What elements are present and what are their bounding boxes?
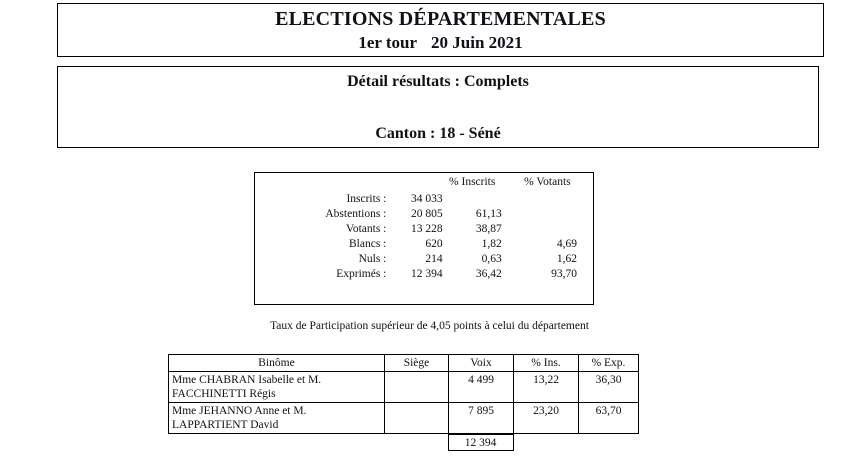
table-row: 12 394: [168, 434, 638, 452]
stat-label: Votants :: [346, 222, 387, 235]
stat-value: 214: [425, 252, 443, 265]
table-row: Votants : 13 228 38,87: [255, 221, 593, 236]
table-row: Nuls : 214 0,63 1,62: [255, 251, 593, 266]
statistics-header-pct-votants: % Votants: [524, 176, 571, 188]
stat-pct-votants: 4,69: [556, 237, 577, 250]
candidate-pct-ins: 13,22: [513, 370, 579, 404]
stat-pct-votants: 93,70: [551, 267, 577, 280]
election-round: 1er tour: [358, 33, 418, 52]
candidate-binome: Mme CHABRAN Isabelle et M. FACCHINETTI R…: [168, 370, 385, 404]
candidate-pct-ins: 23,20: [513, 402, 579, 435]
stat-pct-inscrits: [443, 191, 518, 206]
statistics-table: % Inscrits % Votants Inscrits : 34 033 A…: [255, 176, 593, 281]
election-date: 20 Juin 2021: [431, 33, 523, 52]
results-header-pct-exp: % Exp.: [578, 354, 639, 372]
total-spacer-exp: [578, 435, 638, 451]
table-row: Mme CHABRAN Isabelle et M. FACCHINETTI R…: [168, 370, 639, 404]
page-title: ELECTIONS DÉPARTEMENTALES: [275, 8, 606, 30]
results-total-row: 12 394: [168, 434, 638, 452]
stat-label: Exprimés :: [336, 267, 387, 280]
total-spacer-siege: [384, 435, 448, 451]
statistics-header-value: [392, 176, 442, 191]
results-header-voix: Voix: [448, 354, 514, 372]
detail-box: Détail résultats : Complets Canton : 18 …: [57, 66, 819, 148]
stat-pct-inscrits: 0,63: [481, 252, 502, 265]
results-header-row: Binôme Siège Voix % Ins. % Exp.: [168, 354, 639, 372]
candidate-pct-exp: 63,70: [578, 402, 639, 435]
stat-label: Blancs :: [349, 237, 387, 250]
stat-pct-inscrits: 1,82: [481, 237, 502, 250]
stat-value: 20 805: [411, 207, 443, 220]
election-round-date: 1er tour 20 Juin 2021: [58, 33, 823, 53]
candidate-binome: Mme JEHANNO Anne et M. LAPPARTIENT David: [168, 402, 385, 435]
results-header-binome: Binôme: [168, 354, 385, 372]
participation-note: Taux de Participation supérieur de 4,05 …: [270, 320, 589, 332]
results-header-siege: Siège: [384, 354, 449, 372]
statistics-header-blank: [255, 176, 392, 191]
table-row: Abstentions : 20 805 61,13: [255, 206, 593, 221]
title-box: ELECTIONS DÉPARTEMENTALES 1er tour 20 Jui…: [57, 3, 824, 57]
table-row: Exprimés : 12 394 36,42 93,70: [255, 266, 593, 281]
stat-pct-votants: [518, 191, 593, 206]
stat-pct-votants: [518, 221, 593, 236]
candidate-pct-exp: 36,30: [578, 370, 639, 404]
stat-value: 620: [425, 237, 443, 250]
statistics-header-row: % Inscrits % Votants: [255, 176, 593, 191]
candidate-siege: [384, 402, 449, 435]
total-spacer-ins: [513, 435, 578, 451]
total-voix: 12 394: [447, 434, 514, 452]
total-spacer-binome: [168, 435, 384, 451]
stat-pct-votants: [518, 206, 593, 221]
stat-label: Abstentions :: [325, 207, 387, 220]
stat-pct-inscrits: 61,13: [475, 207, 502, 220]
detail-results-label: Détail résultats : Complets: [347, 73, 529, 90]
results-section: Binôme Siège Voix % Ins. % Exp. Mme CHAB…: [168, 354, 639, 452]
table-row: Inscrits : 34 033: [255, 191, 593, 206]
stat-label: Inscrits :: [346, 192, 387, 205]
stat-value: 13 228: [411, 222, 443, 235]
results-table: Binôme Siège Voix % Ins. % Exp. Mme CHAB…: [168, 354, 639, 435]
stat-pct-inscrits: 38,87: [475, 222, 502, 235]
results-header-pct-ins: % Ins.: [513, 354, 579, 372]
stat-pct-votants: 1,62: [556, 252, 577, 265]
table-row: Blancs : 620 1,82 4,69: [255, 236, 593, 251]
table-row: Mme JEHANNO Anne et M. LAPPARTIENT David…: [168, 402, 639, 435]
candidate-voix: 7 895: [448, 402, 514, 435]
statistics-box: % Inscrits % Votants Inscrits : 34 033 A…: [254, 172, 594, 305]
candidate-voix: 4 499: [448, 370, 514, 404]
stat-label: Nuls :: [358, 252, 387, 265]
stat-value: 12 394: [411, 267, 443, 280]
stat-pct-inscrits: 36,42: [475, 267, 502, 280]
canton-label: Canton : 18 - Séné: [375, 125, 501, 142]
stat-value: 34 033: [411, 192, 443, 205]
candidate-siege: [384, 370, 449, 404]
statistics-header-pct-inscrits: % Inscrits: [449, 176, 496, 188]
